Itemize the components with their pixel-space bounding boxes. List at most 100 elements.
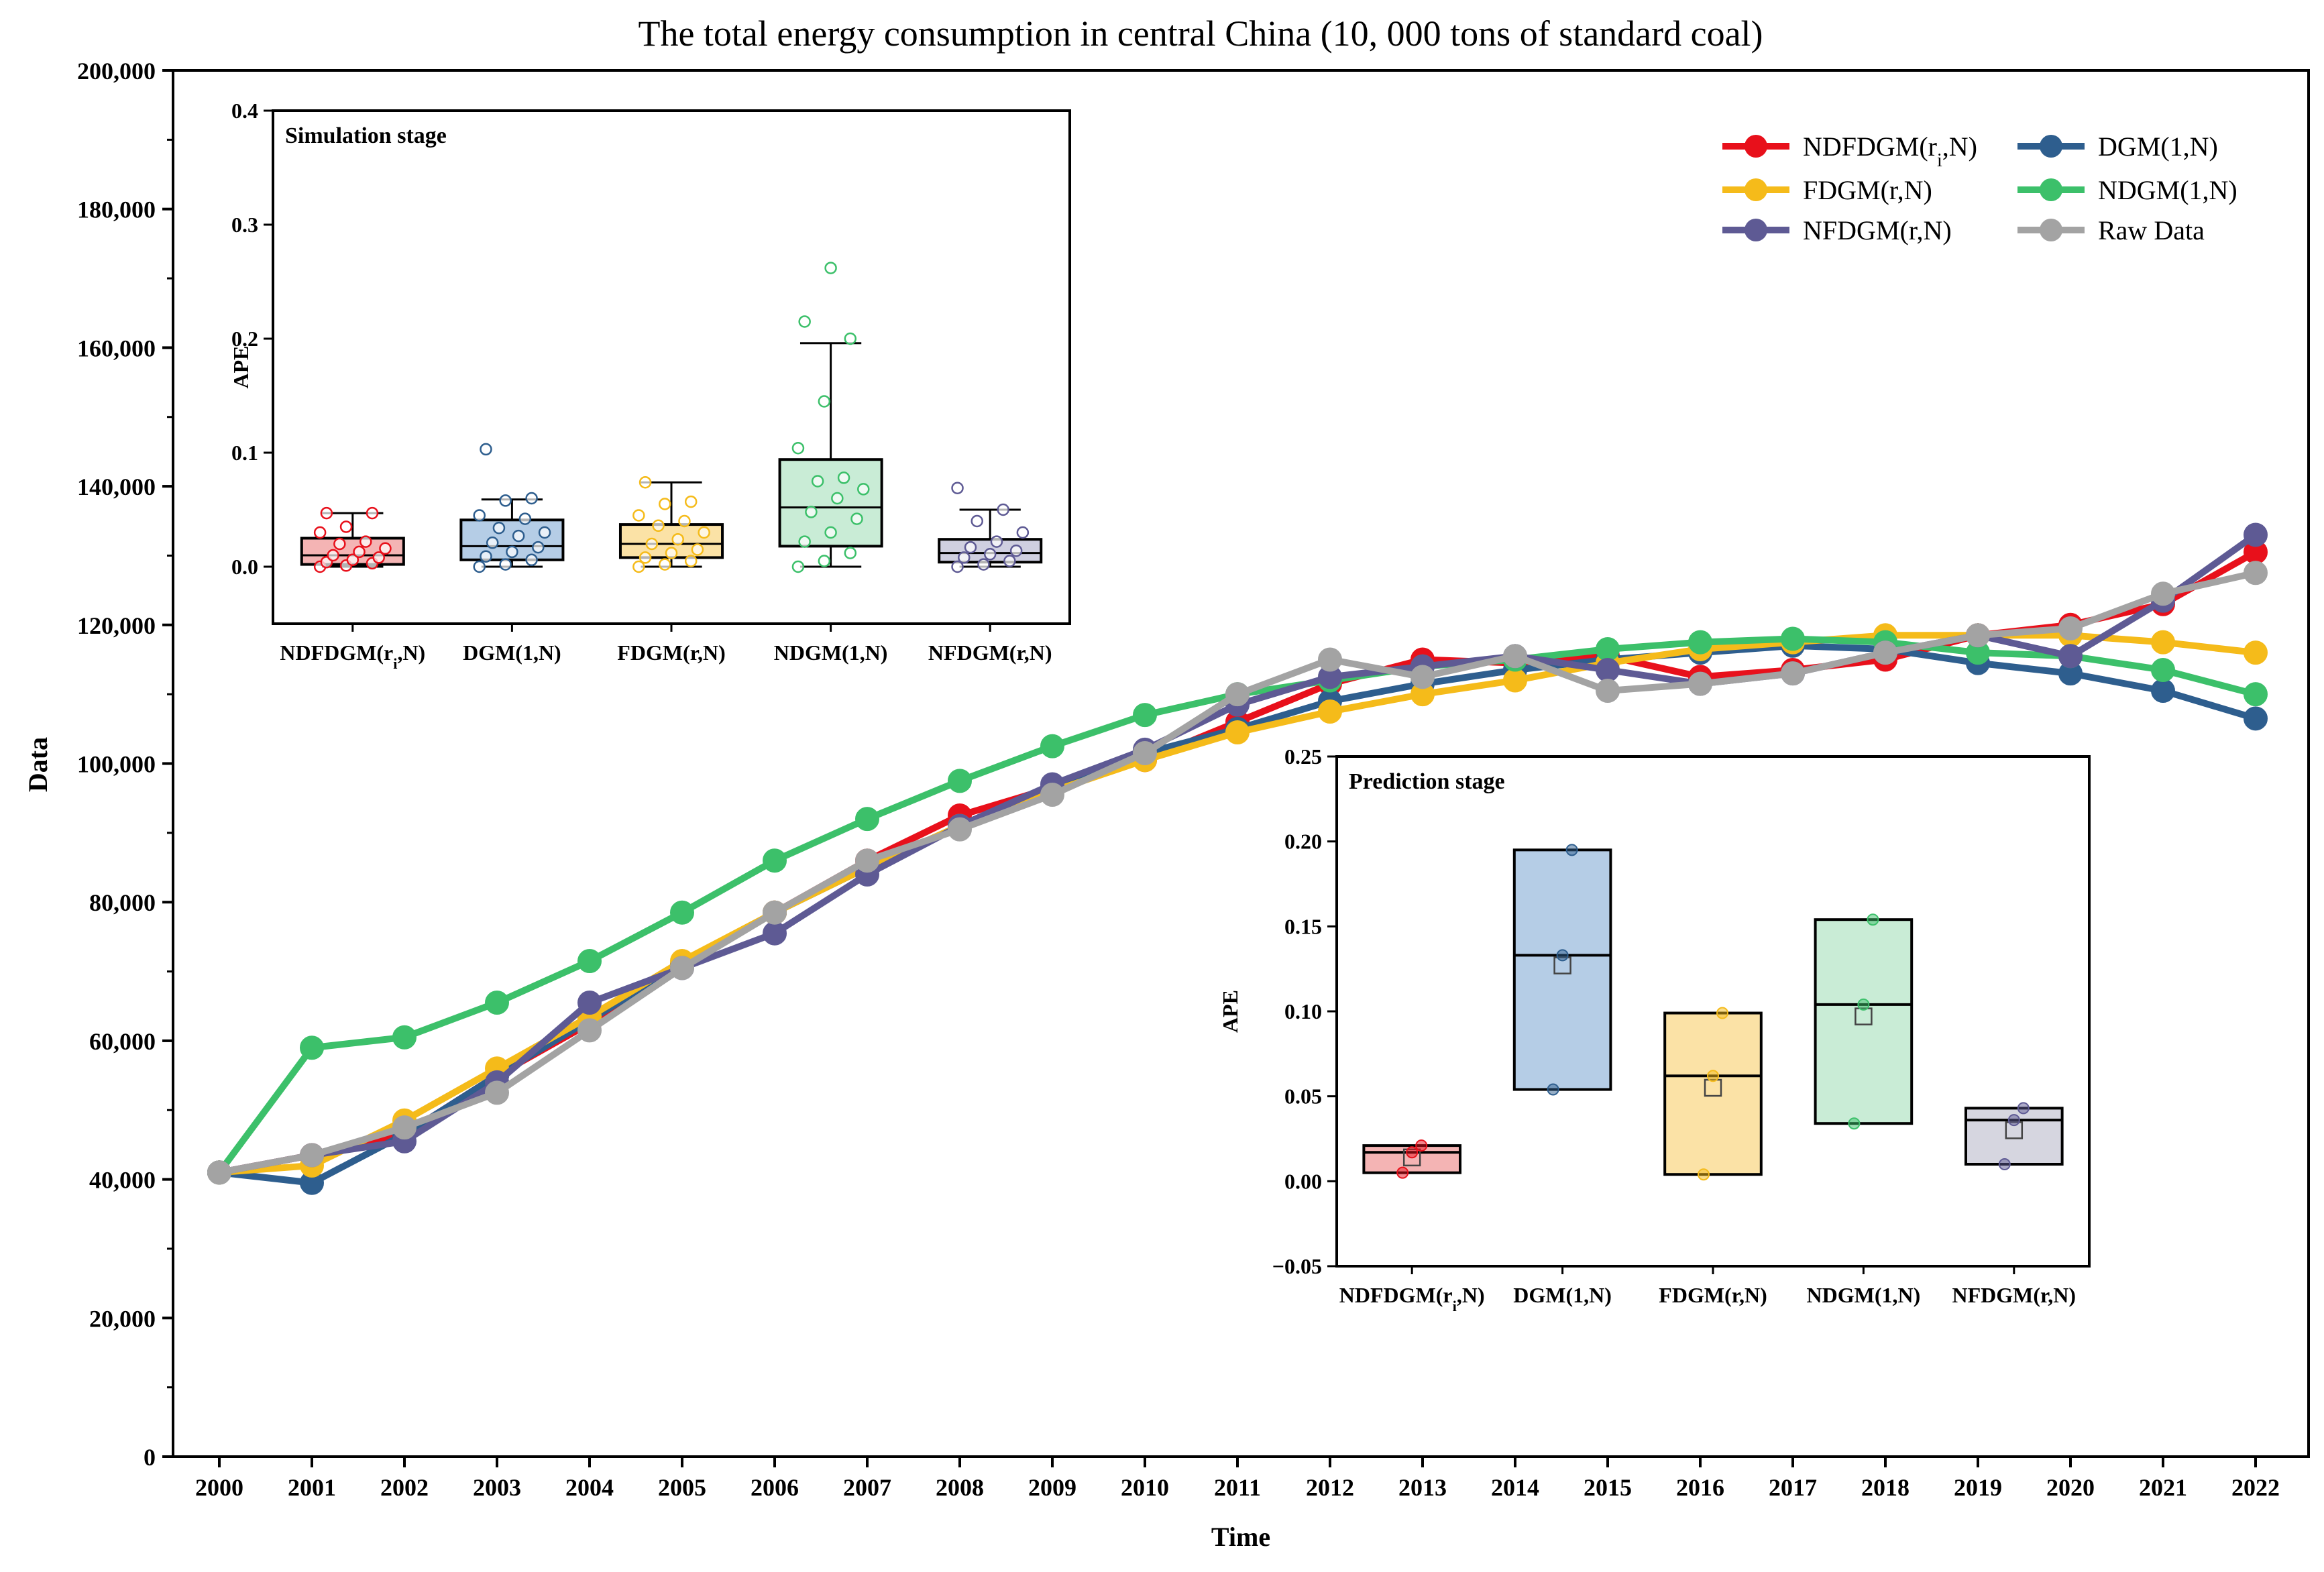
data-point	[1857, 998, 1870, 1011]
legend-label: FDGM(r,N)	[1803, 175, 1932, 205]
data-point	[1596, 636, 1620, 661]
data-point	[392, 1025, 417, 1050]
box-4	[938, 482, 1043, 573]
data-point	[379, 542, 392, 555]
x-tick-label: 2012	[1306, 1474, 1354, 1501]
legend-marker	[1745, 135, 1767, 158]
data-point	[671, 532, 684, 546]
data-point	[2244, 640, 2268, 665]
data-point	[1966, 623, 1990, 648]
data-point	[665, 547, 678, 559]
inset-x-tick-label-main: DGM(1,N)	[1513, 1283, 1612, 1307]
legend-label: NDGM(1,N)	[2098, 175, 2237, 205]
x-tick-label: 2005	[658, 1474, 706, 1501]
y-tick-label: 100,000	[77, 751, 156, 778]
inset-y-tick-label: 0.10	[1284, 999, 1322, 1023]
inset-x-tick-label: NDFDGM(ri,N)	[280, 640, 425, 672]
data-point	[333, 537, 346, 551]
box-body	[1512, 848, 1612, 1091]
data-point	[2244, 706, 2268, 731]
legend-label-main: NDFDGM(r	[1803, 131, 1937, 162]
data-point	[485, 991, 509, 1015]
y-tick-label: 180,000	[77, 196, 156, 223]
x-tick-label: 2010	[1121, 1474, 1169, 1501]
box-body	[1814, 918, 1914, 1125]
inset-x-tick-label-main: NDFDGM(r	[1339, 1283, 1453, 1307]
legend-item: NDFDGM(ri,N)	[1722, 131, 1977, 171]
data-point	[512, 529, 525, 543]
data-point	[499, 494, 512, 507]
inset-x-tick-label-main: DGM(1,N)	[463, 640, 561, 665]
data-point	[1225, 720, 1250, 744]
inset-x-tick-label-main: NFDGM(r,N)	[928, 640, 1052, 665]
series-5	[207, 561, 2268, 1185]
data-point	[678, 514, 691, 528]
data-point	[1040, 734, 1064, 759]
data-point	[1133, 740, 1157, 765]
data-point	[577, 949, 602, 974]
data-point	[1596, 678, 1620, 703]
data-point	[372, 551, 385, 564]
x-tick-label: 2022	[2231, 1474, 2280, 1501]
y-axis-label: Data	[23, 737, 53, 792]
data-point	[480, 550, 492, 563]
data-point	[670, 900, 694, 925]
data-point	[844, 547, 857, 559]
data-point	[1133, 703, 1157, 728]
data-point	[300, 1143, 324, 1168]
data-point	[645, 537, 659, 551]
inset-y-tick-label: 0.2	[231, 327, 258, 351]
data-point	[1040, 783, 1064, 807]
data-point	[837, 471, 850, 484]
inset-x-tick-label-main: NDGM(1,N)	[1807, 1283, 1921, 1307]
data-point	[971, 514, 983, 528]
inset-x-tick-label: NDGM(1,N)	[774, 640, 888, 665]
data-point	[798, 315, 811, 328]
x-tick-label: 2017	[1769, 1474, 1817, 1501]
data-point	[855, 807, 879, 832]
data-point	[518, 512, 532, 525]
box-1	[459, 443, 565, 573]
data-point	[948, 817, 972, 842]
data-point	[1565, 844, 1578, 856]
inset-x-tick-label: NDFDGM(ri,N)	[1339, 1283, 1485, 1314]
data-point	[652, 519, 665, 532]
y-tick-label: 200,000	[77, 58, 156, 85]
data-point	[684, 495, 698, 508]
data-point	[1867, 913, 1879, 926]
data-point	[659, 558, 671, 571]
data-point	[300, 1035, 324, 1060]
legend-item: Raw Data	[2017, 215, 2205, 245]
inset-y-tick-label: 0.15	[1284, 914, 1322, 938]
data-point	[639, 551, 652, 564]
data-point	[1009, 544, 1023, 557]
data-point	[577, 991, 602, 1015]
data-point	[1003, 555, 1016, 567]
legend-marker	[1745, 178, 1767, 201]
data-point	[1998, 1158, 2011, 1170]
data-point	[997, 503, 1009, 516]
y-tick-label: 160,000	[77, 335, 156, 361]
data-point	[577, 1018, 602, 1043]
legend-marker	[2040, 178, 2062, 201]
inset-y-tick-label: 0.25	[1284, 744, 1322, 769]
data-point	[320, 506, 333, 520]
data-point	[798, 535, 811, 548]
data-point	[1781, 626, 1805, 651]
data-point	[684, 555, 698, 567]
data-point	[632, 560, 645, 573]
data-point	[811, 475, 824, 488]
legend-label: NDFDGM(ri,N)	[1803, 131, 1977, 171]
legend-marker	[2040, 135, 2062, 158]
inset-x-tick-label: NFDGM(r,N)	[1952, 1283, 2077, 1307]
data-point	[691, 543, 704, 556]
data-point	[2244, 522, 2268, 547]
x-tick-label: 2004	[565, 1474, 614, 1501]
data-point	[818, 555, 831, 567]
x-tick-label: 2007	[843, 1474, 891, 1501]
inset-x-tick-label-main: FDGM(r,N)	[617, 640, 725, 665]
data-point	[951, 560, 964, 573]
inset-y-tick-label: 0.05	[1284, 1084, 1322, 1109]
data-point	[958, 551, 971, 564]
